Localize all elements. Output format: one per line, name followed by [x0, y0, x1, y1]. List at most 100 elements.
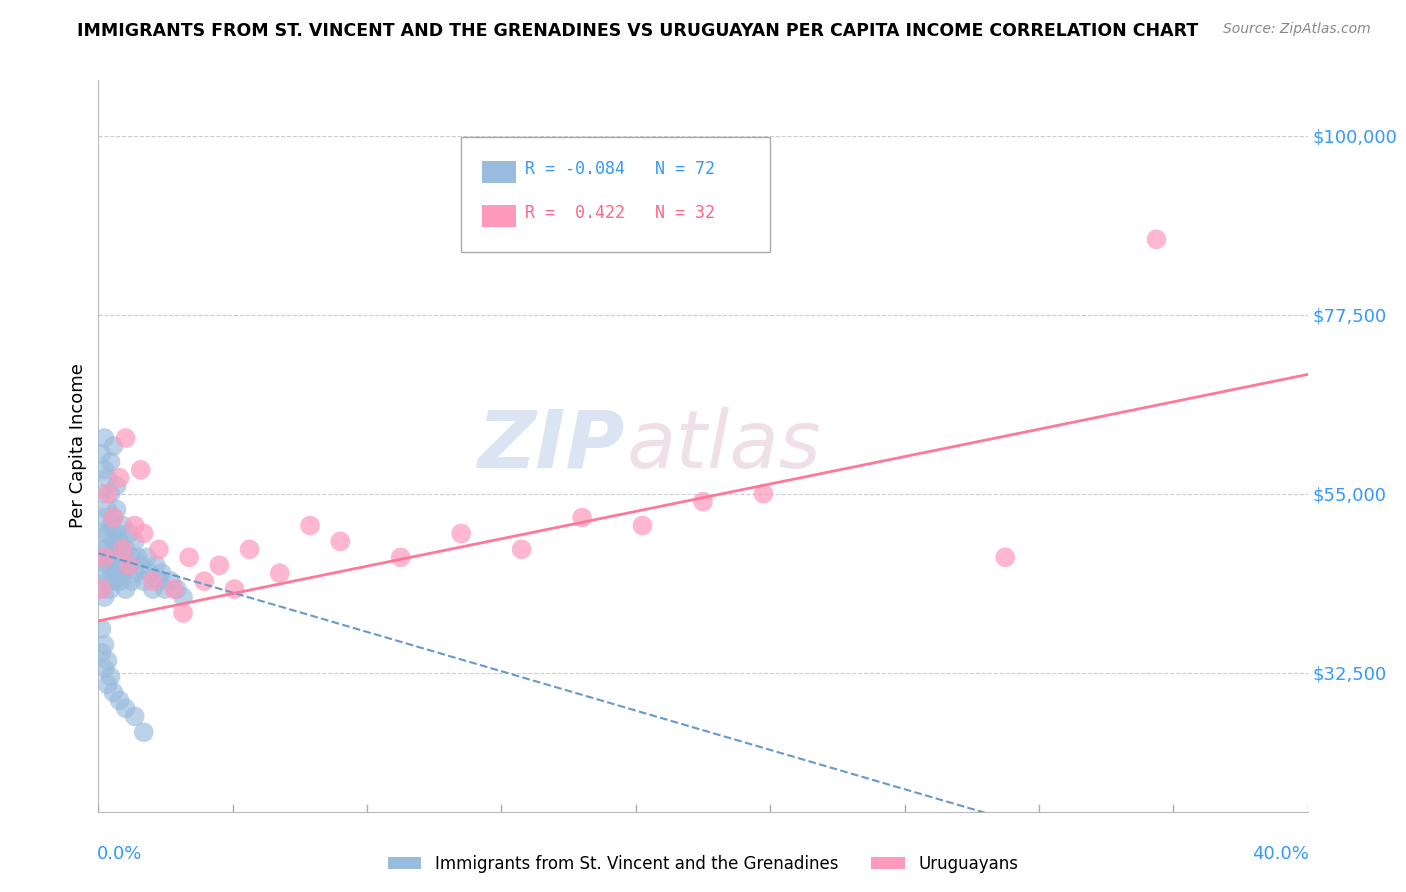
- Point: [93, 463, 115, 477]
- Point: [139, 566, 162, 581]
- Point: [132, 725, 155, 739]
- Point: [124, 566, 146, 581]
- Point: [163, 582, 186, 596]
- Point: [93, 638, 115, 652]
- Point: [96, 574, 118, 589]
- Point: [129, 558, 152, 573]
- Point: [96, 486, 118, 500]
- Text: IMMIGRANTS FROM ST. VINCENT AND THE GRENADINES VS URUGUAYAN PER CAPITA INCOME CO: IMMIGRANTS FROM ST. VINCENT AND THE GREN…: [77, 22, 1198, 40]
- Point: [93, 566, 115, 581]
- Point: [100, 669, 122, 683]
- Point: [118, 558, 141, 573]
- Point: [90, 486, 112, 500]
- Point: [93, 510, 115, 524]
- Point: [96, 558, 118, 573]
- Point: [90, 550, 112, 565]
- Point: [90, 447, 112, 461]
- Point: [93, 662, 115, 676]
- Point: [118, 526, 141, 541]
- Point: [100, 558, 122, 573]
- Point: [631, 518, 654, 533]
- Point: [100, 455, 122, 469]
- Point: [160, 574, 183, 589]
- Point: [129, 463, 152, 477]
- Point: [510, 542, 533, 557]
- FancyBboxPatch shape: [482, 161, 516, 183]
- Point: [100, 486, 122, 500]
- Text: Source: ZipAtlas.com: Source: ZipAtlas.com: [1223, 22, 1371, 37]
- FancyBboxPatch shape: [461, 136, 769, 252]
- Point: [108, 558, 131, 573]
- Point: [121, 550, 143, 565]
- Point: [329, 534, 352, 549]
- Point: [103, 534, 125, 549]
- Point: [208, 558, 231, 573]
- Point: [692, 494, 714, 508]
- Point: [108, 693, 131, 707]
- Point: [142, 582, 165, 596]
- Point: [389, 550, 412, 565]
- Point: [994, 550, 1017, 565]
- Point: [96, 654, 118, 668]
- Point: [96, 677, 118, 691]
- Point: [103, 510, 125, 524]
- Point: [108, 534, 131, 549]
- Point: [153, 582, 176, 596]
- Text: 0.0%: 0.0%: [97, 845, 142, 863]
- Point: [571, 510, 593, 524]
- Text: 40.0%: 40.0%: [1251, 845, 1309, 863]
- Point: [103, 550, 125, 565]
- Legend: Immigrants from St. Vincent and the Grenadines, Uruguayans: Immigrants from St. Vincent and the Gren…: [381, 848, 1025, 880]
- Point: [100, 518, 122, 533]
- Point: [90, 622, 112, 636]
- Point: [96, 542, 118, 557]
- Point: [90, 582, 112, 596]
- FancyBboxPatch shape: [482, 204, 516, 227]
- Point: [93, 590, 115, 604]
- Point: [96, 471, 118, 485]
- Point: [269, 566, 291, 581]
- Point: [114, 701, 136, 715]
- Point: [145, 558, 167, 573]
- Point: [105, 526, 128, 541]
- Point: [93, 431, 115, 445]
- Point: [90, 526, 112, 541]
- Point: [111, 566, 134, 581]
- Point: [105, 566, 128, 581]
- Point: [124, 709, 146, 723]
- Point: [224, 582, 246, 596]
- Point: [105, 502, 128, 516]
- Point: [103, 439, 125, 453]
- Point: [108, 471, 131, 485]
- Point: [299, 518, 322, 533]
- Point: [132, 574, 155, 589]
- Point: [142, 574, 165, 589]
- Text: R = -0.084   N = 72: R = -0.084 N = 72: [526, 160, 716, 178]
- Point: [166, 582, 188, 596]
- Point: [90, 646, 112, 660]
- Point: [179, 550, 201, 565]
- Point: [124, 518, 146, 533]
- Point: [111, 542, 134, 557]
- Point: [114, 582, 136, 596]
- Point: [111, 518, 134, 533]
- Point: [103, 685, 125, 699]
- Point: [752, 486, 775, 500]
- Point: [127, 550, 149, 565]
- Point: [121, 574, 143, 589]
- Point: [93, 542, 115, 557]
- Point: [93, 550, 115, 565]
- Point: [132, 526, 155, 541]
- Point: [105, 542, 128, 557]
- Point: [172, 590, 194, 604]
- Point: [114, 542, 136, 557]
- Text: atlas: atlas: [627, 407, 821, 485]
- Y-axis label: Per Capita Income: Per Capita Income: [69, 364, 87, 528]
- Text: R =  0.422   N = 32: R = 0.422 N = 32: [526, 203, 716, 222]
- Point: [148, 574, 170, 589]
- Point: [1144, 232, 1167, 246]
- Point: [239, 542, 262, 557]
- Point: [172, 606, 194, 620]
- Point: [103, 574, 125, 589]
- Point: [148, 542, 170, 557]
